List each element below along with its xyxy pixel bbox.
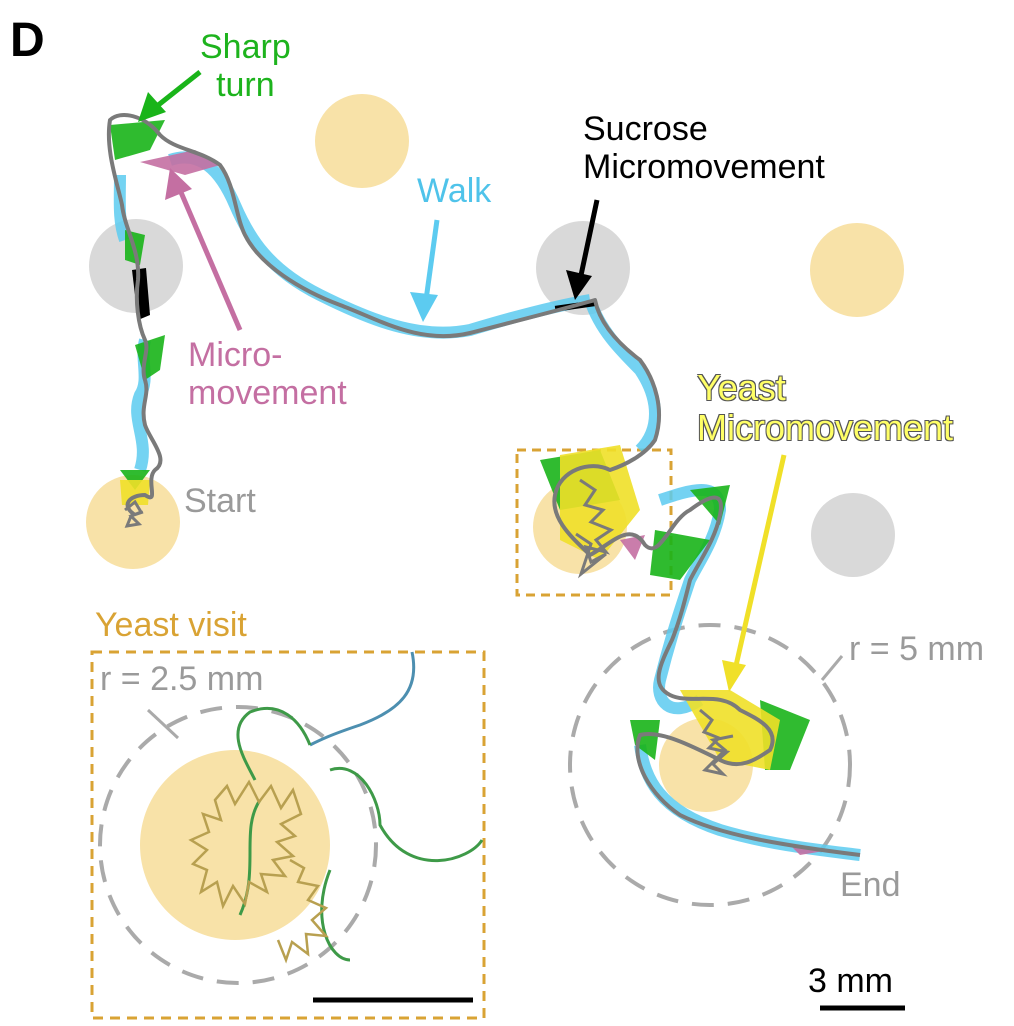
radius-2.5mm-circle: [98, 705, 378, 985]
yeast-label-line1: Yeast: [697, 367, 786, 408]
fly-trajectory: [106, 113, 861, 857]
sucrose-patch: [811, 493, 895, 577]
end-label: End: [840, 866, 901, 904]
radius-leader-line-large: [820, 655, 844, 681]
micromovement-label-line1: Micro-: [188, 336, 283, 374]
micromovement-label-line2: movement: [188, 374, 347, 413]
panel-label: D: [10, 14, 45, 67]
walk-arrow: [410, 219, 440, 322]
radius-large-label: r = 5 mm: [849, 630, 985, 668]
yeast-micromovement-arrow: [722, 454, 787, 692]
sharp-turn-label-line2: turn: [216, 66, 275, 105]
inset-green-path: [236, 706, 484, 962]
micromovement-arrow: [165, 168, 243, 331]
sharp-turn-arrow: [138, 70, 202, 122]
sucrose-label-line2: Micromovement: [583, 148, 825, 187]
inset-gold-path: [188, 779, 330, 964]
radius-leader-line: [146, 708, 180, 740]
inset-yeast-patch: [140, 750, 330, 940]
micromovement-label: Micro- movement: [188, 336, 347, 412]
yeast-visit-label: Yeast visit: [95, 606, 247, 644]
sucrose-label-line1: Sucrose: [583, 110, 708, 148]
yeast-micromovement-label: Yeast Micromovement: [697, 367, 954, 449]
sharp-turn-label-line1: Sharp: [200, 28, 291, 66]
sucrose-micromovement-label: Sucrose Micromovement: [583, 110, 825, 186]
yeast-patch: [810, 223, 904, 317]
micromovement-scribbles: [124, 478, 734, 777]
inset-blue-path: [309, 651, 416, 747]
sucrose-micromovement-arrow: [566, 199, 600, 300]
sharp-turn-label: Sharp turn: [200, 28, 291, 104]
start-label: Start: [184, 482, 256, 520]
radius-small-label: r = 2.5 mm: [100, 660, 264, 698]
yeast-patch: [315, 94, 409, 188]
yeast-patch-start: [86, 475, 180, 569]
yeast-micromovement-segments: [120, 445, 780, 770]
yeast-label-line2: Micromovement: [697, 407, 954, 449]
yeast-visit-inset: [90, 650, 486, 1020]
scale-bar-label: 3 mm: [808, 962, 893, 1000]
radius-5mm-circle: [568, 623, 852, 907]
walk-label: Walk: [417, 172, 492, 210]
yeast-visit-inset-box: [90, 650, 486, 1020]
